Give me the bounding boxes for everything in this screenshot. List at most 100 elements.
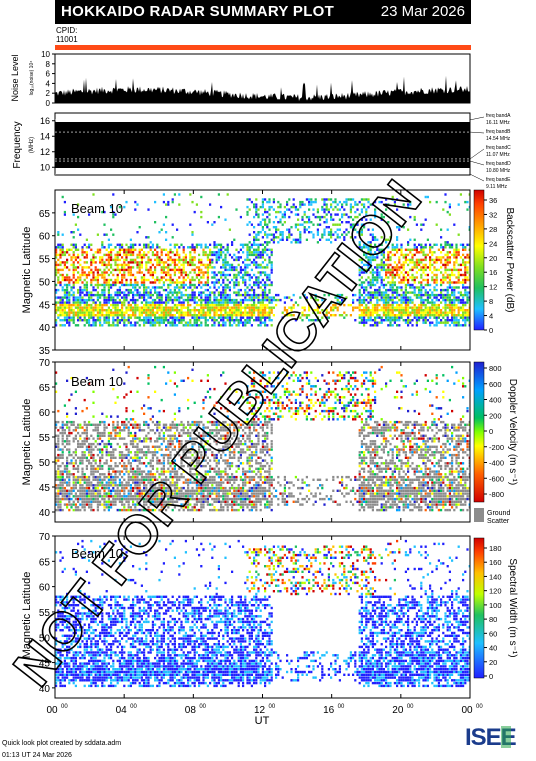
data-cell-715 <box>125 298 128 302</box>
data-cell-2572 <box>341 301 344 304</box>
data-cell-250 <box>79 492 82 495</box>
data-cell-3123 <box>398 293 401 297</box>
data-cell-1074 <box>160 301 163 304</box>
data-cell-1825 <box>235 306 238 309</box>
data-cell-588 <box>112 233 115 236</box>
data-cell-3350 <box>420 273 423 277</box>
data-cell-739 <box>127 293 130 297</box>
data-cell-3309 <box>415 261 418 264</box>
data-cell-524 <box>105 486 108 490</box>
data-cell-3798 <box>464 268 467 272</box>
data-cell-3155 <box>400 248 403 251</box>
data-cell-26 <box>57 306 60 309</box>
data-cell-1919 <box>244 266 247 269</box>
data-cell-602 <box>112 429 115 432</box>
data-cell-771 <box>129 467 132 470</box>
data-cell-1799 <box>233 321 236 324</box>
data-cell-210 <box>74 281 77 284</box>
data-cell-675 <box>121 278 124 282</box>
data-cell-442 <box>96 475 99 479</box>
data-cell-781 <box>132 309 135 312</box>
data-cell-832 <box>136 281 139 284</box>
data-cell-1759 <box>226 246 229 249</box>
data-cell-1045 <box>158 321 161 324</box>
data-cell-317 <box>85 497 88 501</box>
data-cell-1948 <box>246 205 249 209</box>
data-cell-2511 <box>327 198 330 201</box>
data-cell-193 <box>72 467 75 470</box>
data-cell-30 <box>57 281 60 284</box>
data-cell-2284 <box>277 205 280 209</box>
data-cell-1001 <box>154 319 157 322</box>
data-cell-210 <box>74 484 77 487</box>
data-cell-1142 <box>167 298 170 302</box>
data-cell-2337 <box>290 298 293 302</box>
data-cell-1737 <box>224 253 227 257</box>
data-cell-2992 <box>387 306 390 309</box>
data-cell-1975 <box>248 208 251 211</box>
data-cell-313 <box>85 301 88 304</box>
data-cell-1123 <box>165 288 168 292</box>
data-cell-3829 <box>468 321 470 324</box>
data-cell-3484 <box>433 261 436 264</box>
data-cell-3328 <box>418 268 421 272</box>
data-cell-772 <box>129 464 132 468</box>
data-cell-177 <box>72 309 75 312</box>
data-cell-2056 <box>257 324 260 327</box>
data-cell-527 <box>107 306 110 309</box>
data-cell-2596 <box>345 213 348 216</box>
data-cell-1823 <box>235 311 238 314</box>
data-cell-85 <box>61 243 64 246</box>
data-cell-107 <box>63 253 66 257</box>
data-cell-647 <box>116 396 119 399</box>
data-cell-3005 <box>387 258 390 262</box>
data-cell-603 <box>114 291 117 294</box>
data-cell-78 <box>61 273 64 277</box>
data-cell-683 <box>121 453 124 457</box>
data-cell-3110 <box>396 236 399 239</box>
data-cell-846 <box>136 467 139 470</box>
data-cell-3611 <box>446 263 449 267</box>
data-cell-3183 <box>404 311 407 314</box>
data-cell-533 <box>105 445 108 448</box>
data-cell-1305 <box>182 301 185 304</box>
data-cell-2751 <box>365 210 368 214</box>
data-cell-828 <box>136 293 139 297</box>
data-cell-1024 <box>154 486 157 490</box>
data-cell-3820 <box>466 268 469 272</box>
data-cell-1642 <box>217 316 220 319</box>
data-cell-1571 <box>209 253 212 257</box>
data-cell-35 <box>57 263 60 267</box>
data-cell-90 <box>63 316 66 319</box>
data-cell-283 <box>81 453 84 457</box>
data-cell-471 <box>99 448 102 451</box>
data-cell-2695 <box>360 228 363 231</box>
data-cell-1504 <box>202 253 205 257</box>
data-cell-1845 <box>237 314 240 317</box>
cbar-tick-label-5: 20 <box>489 254 497 263</box>
data-cell-3019 <box>389 309 392 312</box>
data-cell-2998 <box>387 288 390 292</box>
data-cell-561 <box>107 423 110 426</box>
data-cell-3667 <box>451 243 454 246</box>
data-cell-990 <box>151 281 154 284</box>
data-cell-1949 <box>246 198 249 201</box>
data-cell-183 <box>72 503 75 506</box>
data-cell-1073 <box>160 303 163 307</box>
data-cell-101 <box>63 283 66 287</box>
data-cell-3846 <box>468 253 470 257</box>
data-cell-2825 <box>371 273 374 277</box>
data-cell-1862 <box>239 321 242 324</box>
data-cell-2473 <box>321 215 324 219</box>
data-cell-2258 <box>272 296 275 299</box>
data-cell-2890 <box>376 246 379 249</box>
data-cell-3072 <box>393 296 396 299</box>
data-cell-1497 <box>202 298 205 302</box>
data-cell-629 <box>114 401 117 404</box>
data-cell-1239 <box>176 291 179 294</box>
freq-ylabel: Frequency <box>12 121 23 168</box>
data-cell-675 <box>121 486 124 490</box>
data-cell-3553 <box>442 306 445 309</box>
data-cell-830 <box>134 423 137 426</box>
data-cell-203 <box>74 508 77 512</box>
